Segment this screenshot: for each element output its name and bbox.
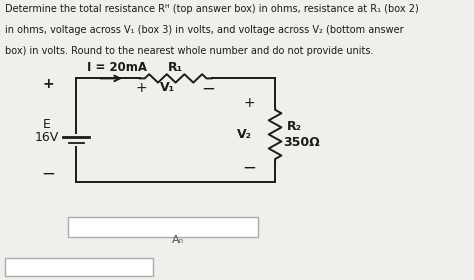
Text: box) in volts. Round to the nearest whole number and do not provide units.: box) in volts. Round to the nearest whol… <box>5 46 374 56</box>
Text: Aₙ: Aₙ <box>172 235 184 245</box>
Text: V₂: V₂ <box>237 128 252 141</box>
Text: −: − <box>243 158 256 176</box>
FancyBboxPatch shape <box>5 258 153 276</box>
Text: +: + <box>244 96 255 110</box>
Text: +: + <box>43 77 55 91</box>
Text: R₁: R₁ <box>168 61 183 74</box>
Text: 16V: 16V <box>35 131 59 144</box>
Text: R₂: R₂ <box>287 120 302 132</box>
Text: V₁: V₁ <box>160 81 175 94</box>
Text: −: − <box>42 165 55 183</box>
Text: +: + <box>136 81 147 95</box>
Text: 350Ω: 350Ω <box>283 136 319 149</box>
Text: I = 20mA: I = 20mA <box>87 61 147 74</box>
Text: −: − <box>201 79 215 97</box>
Text: E: E <box>43 118 51 131</box>
Text: in ohms, voltage across V₁ (box 3) in volts, and voltage across V₂ (bottom answe: in ohms, voltage across V₁ (box 3) in vo… <box>5 25 404 35</box>
Text: Determine the total resistance Rᴴ (top answer box) in ohms, resistance at R₁ (bo: Determine the total resistance Rᴴ (top a… <box>5 4 419 14</box>
FancyBboxPatch shape <box>68 217 258 237</box>
